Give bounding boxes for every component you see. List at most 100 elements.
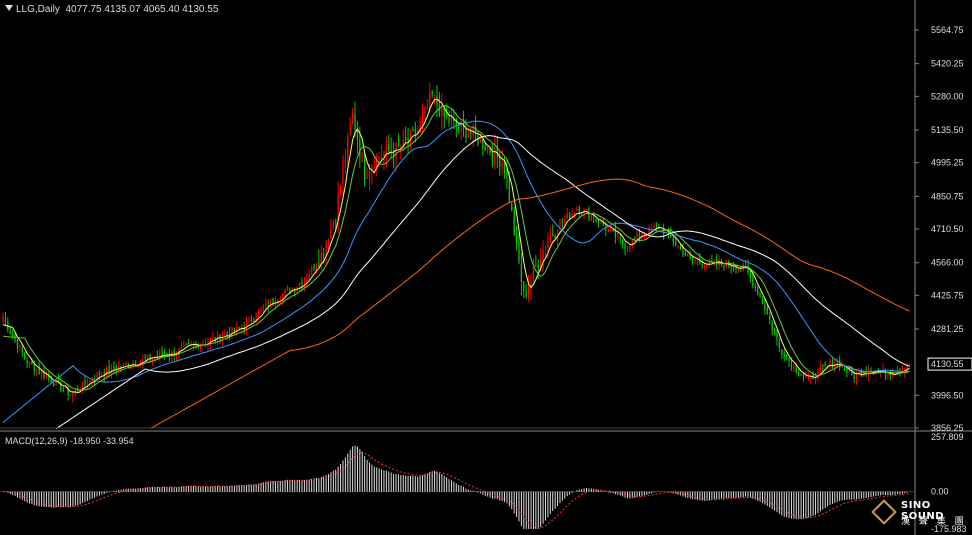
candle-body: [670, 232, 672, 238]
candle-body: [183, 344, 185, 347]
candle-body: [892, 374, 894, 376]
candle-body: [178, 348, 180, 355]
candle-body: [549, 236, 551, 243]
candle-body: [749, 270, 752, 278]
candle-body: [547, 241, 549, 248]
candle-body: [906, 366, 908, 372]
candle-body: [48, 374, 50, 379]
candle-body: [499, 154, 501, 167]
candle-body: [578, 207, 580, 214]
price-tick-label: 3996.50: [931, 390, 964, 400]
candle-body: [45, 376, 48, 379]
candle-body: [289, 289, 291, 293]
candle-body: [564, 219, 566, 223]
candle-body: [378, 156, 380, 158]
candle-body: [122, 363, 125, 366]
candle-body: [433, 95, 436, 97]
candle-body: [426, 107, 429, 109]
ohlc-values: 4077.75 4135.07 4065.40 4130.55: [65, 4, 219, 15]
candle-body: [65, 387, 67, 389]
candle-body: [9, 330, 11, 334]
candle-body: [156, 355, 158, 357]
candle-body: [161, 351, 163, 356]
candle-body: [395, 142, 397, 159]
candle-body: [248, 319, 250, 321]
candle-body: [424, 107, 426, 114]
candle-body: [50, 379, 52, 384]
candle-body: [597, 221, 600, 224]
candle-body: [513, 208, 515, 235]
candle-body: [166, 352, 168, 356]
candle-body: [180, 346, 183, 348]
candle-body: [286, 288, 289, 290]
candle-body: [600, 221, 602, 224]
candle-body: [216, 333, 219, 340]
candle-body: [523, 281, 525, 292]
dropdown-triangle-icon[interactable]: [5, 5, 13, 11]
candle-body: [21, 347, 23, 353]
candle-body: [421, 114, 424, 122]
candle-body: [373, 167, 375, 169]
price-tick-label: 4281.25: [931, 324, 964, 334]
candle-body: [682, 249, 684, 255]
candle-body: [800, 374, 802, 376]
candle-body: [752, 276, 754, 287]
candle-body: [634, 236, 636, 239]
candle-body: [764, 304, 766, 311]
candle-body: [511, 203, 513, 211]
candle-body: [171, 350, 173, 357]
candle-body: [392, 150, 395, 157]
candle-body: [265, 302, 267, 305]
candle-body: [354, 113, 356, 131]
candle-body: [38, 367, 40, 374]
candle-body: [636, 233, 638, 240]
candle-body: [766, 307, 768, 315]
candle-body: [262, 307, 265, 310]
candle-body: [139, 361, 142, 365]
candle-body: [503, 161, 506, 170]
candle-body: [465, 126, 467, 138]
candle-body: [450, 118, 453, 122]
candle-body: [590, 215, 592, 221]
candle-body: [894, 373, 896, 375]
candle-body: [846, 368, 848, 373]
candle-body: [696, 260, 699, 262]
candle-body: [339, 185, 342, 195]
candle-body: [43, 370, 45, 378]
candle-body: [359, 138, 361, 157]
candle-body: [858, 371, 860, 374]
candle-body: [568, 213, 571, 219]
ma-orange-line: [149, 178, 910, 430]
candle-body: [19, 345, 21, 347]
candle-body: [708, 260, 711, 265]
macd-group: [0, 445, 915, 529]
candle-body: [542, 249, 544, 261]
candle-body: [841, 365, 843, 367]
candle-body: [477, 135, 479, 144]
candle-body: [711, 260, 713, 262]
candle-body: [368, 171, 371, 180]
candle-body: [609, 228, 612, 231]
candle-body: [757, 289, 759, 295]
candle-body: [655, 224, 658, 227]
candle-body: [694, 260, 696, 262]
candle-body: [660, 228, 662, 230]
candle-body: [706, 265, 708, 269]
candle-body: [467, 133, 470, 137]
candle-body: [91, 380, 93, 382]
candle-body: [310, 267, 313, 275]
candle-body: [518, 241, 520, 263]
candle-body: [207, 341, 209, 345]
candle-body: [776, 333, 778, 340]
candle-body: [409, 130, 412, 140]
logo-name: SINO SOUND: [901, 500, 944, 522]
logo-diamond-icon: [871, 499, 897, 525]
candle-body: [151, 358, 154, 362]
candle-body: [684, 253, 687, 255]
candle-body: [807, 376, 809, 380]
symbol-label: LLG,Daily: [16, 4, 60, 15]
candle-body: [214, 337, 216, 341]
candle-body: [366, 176, 368, 179]
candle-body: [638, 234, 641, 238]
